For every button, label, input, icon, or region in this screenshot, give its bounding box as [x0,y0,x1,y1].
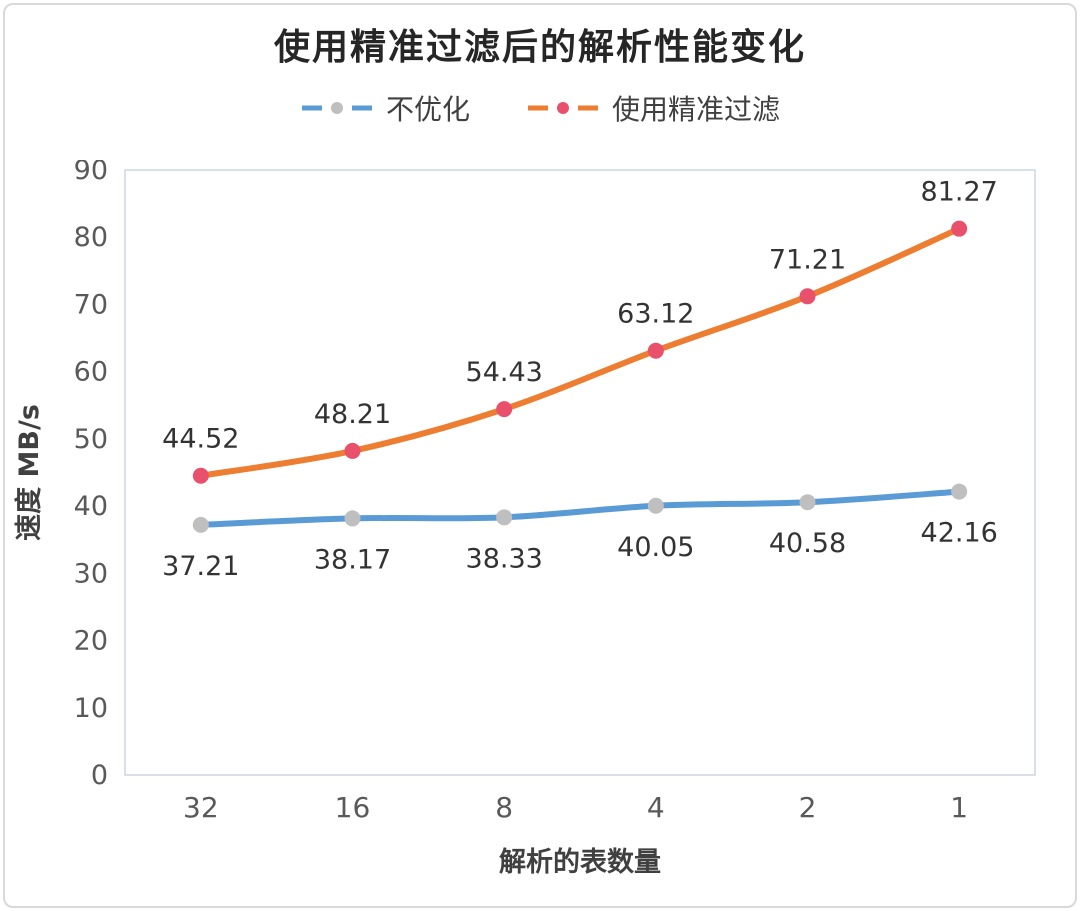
data-point [496,401,513,418]
x-tick-label: 16 [335,791,371,824]
data-label: 37.21 [162,551,239,582]
legend-label-precise-filter: 使用精准过滤 [612,93,781,127]
data-point [344,510,361,527]
y-tick-label: 80 [74,222,108,253]
y-tick-label: 40 [74,491,108,522]
legend-label-unoptimized: 不优化 [385,93,470,127]
y-tick-label: 20 [74,626,108,657]
y-tick-label: 0 [91,760,108,791]
dashed-line-dot-swatch-icon [528,102,598,115]
legend-item-unoptimized: 不优化 [300,88,470,128]
y-tick-label: 10 [74,693,108,724]
x-tick-label: 32 [183,791,219,824]
data-point [192,516,209,533]
data-point [496,509,513,526]
series-line-1 [197,225,963,479]
y-tick-label: 50 [74,424,108,455]
data-point [951,220,968,237]
x-tick-label: 1 [950,791,968,824]
chart-header: 使用精准过滤后的解析性能变化 不优化 使用精准过滤 [0,0,1080,160]
data-label: 42.16 [921,518,998,549]
data-label: 38.33 [466,543,543,574]
chart-title: 使用精准过滤后的解析性能变化 [273,27,806,68]
data-label: 48.21 [314,399,391,430]
data-label: 40.05 [617,532,694,563]
legend: 不优化 使用精准过滤 [0,88,1080,128]
data-point [951,483,968,500]
x-axis-title: 解析的表数量 [499,846,661,878]
data-label: 81.27 [921,177,998,208]
dashed-line-dot-swatch-icon [301,102,372,115]
legend-item-precise-filter: 使用精准过滤 [526,88,780,128]
y-tick-label: 90 [74,160,108,186]
data-label: 44.52 [162,424,239,455]
data-point [192,467,209,484]
data-point [799,494,816,511]
data-point [647,342,664,359]
legend-dot-gray [330,102,343,115]
x-tick-label: 8 [495,791,513,824]
y-tick-label: 30 [74,558,108,589]
y-tick-label: 60 [74,357,108,388]
data-label: 63.12 [617,299,694,330]
line-chart-plot: 0 10 20 30 40 50 60 70 80 90 32 16 8 4 2 1 解析的表数量 速度 MB/s… [13,160,1036,878]
x-tick-label: 2 [799,791,817,824]
data-point [647,497,664,514]
y-tick-label: 70 [74,289,108,320]
x-tick-label: 4 [647,791,665,824]
data-point [799,288,816,305]
y-axis-title: 速度 MB/s [13,404,45,541]
data-label: 38.17 [314,544,391,575]
series-line-0 [197,488,963,528]
legend-dot-red [557,102,569,115]
plot-border [124,169,1036,776]
data-point [344,442,361,459]
data-label: 54.43 [466,357,543,388]
data-label: 40.58 [769,528,846,559]
data-label: 71.21 [769,244,846,275]
